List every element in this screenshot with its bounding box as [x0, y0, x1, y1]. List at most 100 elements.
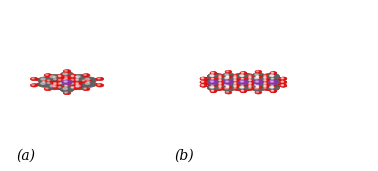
Circle shape	[222, 83, 234, 88]
Circle shape	[58, 75, 61, 76]
Circle shape	[63, 78, 71, 82]
Circle shape	[255, 87, 259, 89]
Circle shape	[240, 75, 247, 78]
Circle shape	[47, 75, 61, 81]
Circle shape	[232, 76, 239, 79]
Circle shape	[262, 85, 269, 88]
Circle shape	[242, 81, 243, 82]
Circle shape	[271, 78, 274, 79]
Circle shape	[264, 82, 266, 83]
Circle shape	[60, 82, 62, 83]
Circle shape	[57, 79, 64, 82]
Circle shape	[210, 75, 214, 77]
Circle shape	[218, 84, 224, 87]
Circle shape	[226, 76, 229, 77]
Circle shape	[219, 78, 221, 79]
Circle shape	[240, 86, 247, 89]
Circle shape	[57, 82, 64, 86]
Circle shape	[226, 76, 229, 77]
Circle shape	[256, 71, 259, 72]
Circle shape	[249, 86, 251, 87]
Circle shape	[234, 77, 236, 78]
Circle shape	[256, 86, 259, 87]
Circle shape	[270, 81, 274, 82]
Circle shape	[81, 79, 88, 83]
Circle shape	[62, 80, 72, 84]
Circle shape	[256, 86, 259, 87]
Circle shape	[256, 76, 259, 77]
Circle shape	[211, 81, 214, 82]
Circle shape	[87, 81, 90, 82]
Circle shape	[253, 83, 264, 88]
Circle shape	[63, 85, 71, 88]
Circle shape	[248, 85, 254, 88]
Circle shape	[234, 85, 236, 86]
Circle shape	[30, 84, 38, 87]
Circle shape	[225, 76, 232, 79]
Circle shape	[71, 83, 74, 84]
Circle shape	[234, 80, 236, 81]
Circle shape	[240, 80, 247, 83]
Circle shape	[201, 81, 204, 82]
Circle shape	[271, 90, 274, 91]
Circle shape	[46, 74, 48, 75]
Circle shape	[255, 77, 259, 79]
Circle shape	[234, 83, 236, 84]
Circle shape	[210, 81, 214, 82]
Circle shape	[210, 75, 214, 76]
Circle shape	[249, 75, 251, 76]
Circle shape	[271, 81, 274, 82]
Circle shape	[59, 82, 66, 85]
Circle shape	[63, 83, 71, 86]
Circle shape	[208, 79, 220, 85]
Circle shape	[234, 82, 236, 83]
Circle shape	[267, 80, 279, 85]
Circle shape	[71, 79, 74, 80]
Circle shape	[225, 86, 232, 89]
Circle shape	[226, 87, 229, 88]
Circle shape	[256, 81, 259, 82]
Circle shape	[255, 81, 262, 84]
Circle shape	[73, 75, 87, 81]
Circle shape	[232, 77, 239, 80]
Circle shape	[249, 86, 251, 87]
Circle shape	[240, 83, 247, 87]
Circle shape	[58, 79, 61, 80]
Circle shape	[218, 79, 224, 82]
Circle shape	[262, 76, 269, 79]
Circle shape	[74, 76, 82, 79]
Circle shape	[280, 81, 287, 84]
Circle shape	[54, 83, 56, 84]
Circle shape	[210, 72, 217, 75]
Circle shape	[65, 79, 67, 80]
Circle shape	[210, 80, 217, 83]
Circle shape	[271, 75, 274, 76]
Circle shape	[262, 76, 269, 79]
Circle shape	[242, 90, 243, 91]
Circle shape	[256, 76, 259, 77]
Circle shape	[65, 80, 67, 81]
Circle shape	[218, 76, 224, 79]
Circle shape	[47, 82, 50, 83]
Circle shape	[218, 82, 224, 85]
Circle shape	[65, 84, 67, 85]
Circle shape	[70, 82, 72, 83]
Circle shape	[270, 80, 277, 83]
Circle shape	[218, 85, 224, 88]
Circle shape	[226, 71, 229, 72]
Circle shape	[41, 80, 49, 84]
Circle shape	[210, 86, 214, 88]
Circle shape	[270, 72, 277, 75]
Circle shape	[281, 85, 284, 86]
Circle shape	[248, 84, 254, 87]
Circle shape	[237, 74, 249, 79]
Circle shape	[264, 77, 266, 78]
Circle shape	[248, 87, 254, 90]
Circle shape	[270, 80, 274, 82]
Circle shape	[271, 78, 274, 79]
Circle shape	[218, 76, 224, 79]
Circle shape	[248, 79, 254, 82]
Circle shape	[256, 91, 259, 93]
Circle shape	[234, 75, 236, 76]
Circle shape	[262, 84, 269, 87]
